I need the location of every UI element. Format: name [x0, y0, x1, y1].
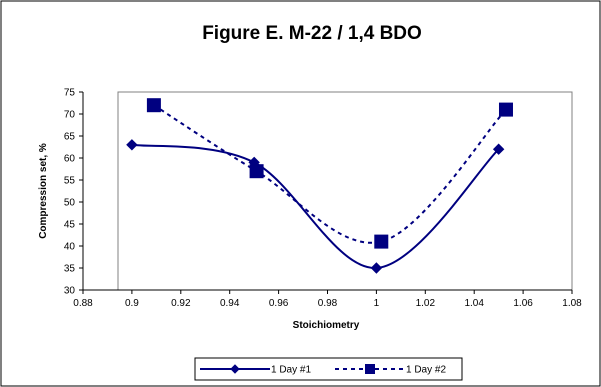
x-tick-label: 1 [374, 298, 380, 309]
y-tick-label: 30 [64, 286, 76, 297]
x-tick-label: 0.92 [171, 298, 191, 309]
y-axis-title: Compression set, % [38, 143, 49, 239]
series-layer [126, 98, 513, 274]
y-tick-label: 75 [64, 88, 76, 99]
y-tick-label: 60 [64, 154, 76, 165]
x-tick-label: 0.94 [220, 298, 240, 309]
data-point-series-2 [374, 234, 389, 249]
x-tick-label: 1.06 [513, 298, 533, 309]
legend-label-series-1: 1 Day #1 [271, 365, 311, 376]
x-tick-label: 1.08 [562, 298, 582, 309]
x-tick-label: 1.04 [464, 298, 484, 309]
x-axis-title: Stoichiometry [293, 320, 360, 331]
y-tick-label: 65 [64, 132, 76, 143]
data-point-series-1 [370, 262, 383, 274]
x-tick-label: 1.02 [416, 298, 436, 309]
y-tick-label: 70 [64, 110, 76, 121]
y-tick-label: 40 [64, 242, 76, 253]
data-point-series-1 [492, 143, 505, 155]
legend-marker-series-1 [230, 364, 240, 374]
x-tick-label: 0.98 [318, 298, 338, 309]
data-point-series-2 [249, 164, 264, 179]
legend-marker-series-2 [365, 364, 375, 374]
data-point-series-2 [146, 98, 161, 113]
y-tick-label: 35 [64, 264, 76, 275]
data-point-series-1 [126, 139, 138, 151]
data-point-series-2 [498, 102, 513, 117]
series-line-1 [131, 143, 500, 270]
x-tick-label: 0.96 [269, 298, 289, 309]
legend: 1 Day #1 1 Day #2 [194, 357, 463, 381]
chart-title: Figure E. M-22 / 1,4 BDO [202, 23, 422, 44]
y-tick-label: 45 [64, 220, 76, 231]
y-tick-label: 55 [64, 176, 76, 187]
x-axis-ticks: 0.88 0.9 0.92 0.94 0.96 0.98 1 1.02 1.04 1.06 1.08 [73, 290, 582, 309]
legend-label-series-2: 1 Day #2 [406, 365, 446, 376]
series-line-2 [153, 104, 507, 244]
legend-box [194, 357, 463, 381]
legend-items: 1 Day #1 1 Day #2 [200, 364, 446, 376]
x-tick-label: 0.9 [125, 298, 139, 309]
y-tick-label: 50 [64, 198, 76, 209]
y-axis-ticks: 30 35 40 45 50 55 60 65 70 75 [64, 88, 83, 297]
x-tick-label: 0.88 [73, 298, 93, 309]
